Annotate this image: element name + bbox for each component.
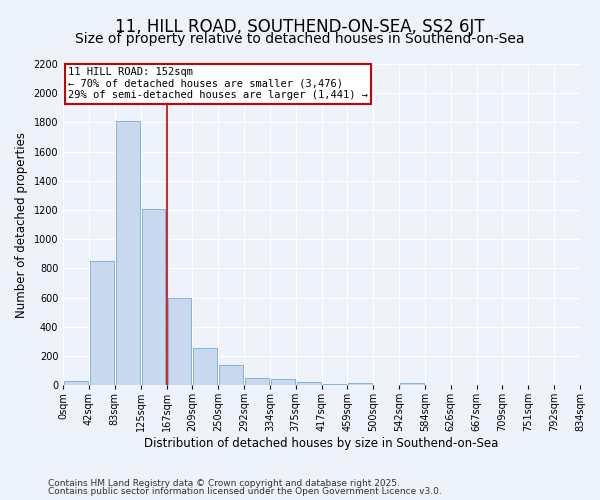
Bar — [323, 384, 346, 385]
Bar — [400, 383, 424, 385]
X-axis label: Distribution of detached houses by size in Southend-on-Sea: Distribution of detached houses by size … — [145, 437, 499, 450]
Bar — [142, 208, 166, 385]
Bar — [271, 380, 295, 385]
Bar — [167, 298, 191, 385]
Bar — [245, 378, 269, 385]
Bar — [193, 348, 217, 385]
Bar — [64, 382, 88, 385]
Text: 11 HILL ROAD: 152sqm
← 70% of detached houses are smaller (3,476)
29% of semi-de: 11 HILL ROAD: 152sqm ← 70% of detached h… — [68, 67, 368, 100]
Text: Contains public sector information licensed under the Open Government Licence v3: Contains public sector information licen… — [48, 487, 442, 496]
Bar — [116, 121, 140, 385]
Bar — [90, 261, 114, 385]
Bar — [219, 366, 243, 385]
Y-axis label: Number of detached properties: Number of detached properties — [15, 132, 28, 318]
Text: Contains HM Land Registry data © Crown copyright and database right 2025.: Contains HM Land Registry data © Crown c… — [48, 478, 400, 488]
Bar — [349, 383, 372, 385]
Text: Size of property relative to detached houses in Southend-on-Sea: Size of property relative to detached ho… — [75, 32, 525, 46]
Bar — [297, 382, 320, 385]
Text: 11, HILL ROAD, SOUTHEND-ON-SEA, SS2 6JT: 11, HILL ROAD, SOUTHEND-ON-SEA, SS2 6JT — [115, 18, 485, 36]
